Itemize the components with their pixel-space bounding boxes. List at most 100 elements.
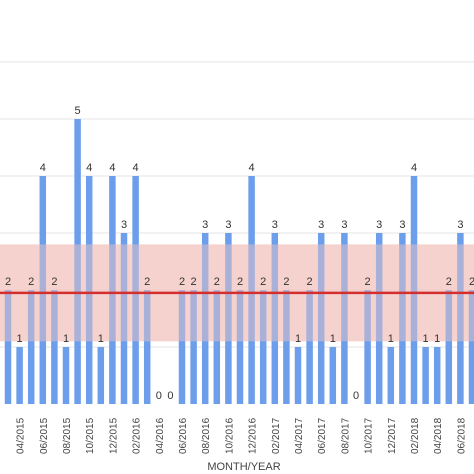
data-label-02-2017: 3 (272, 219, 278, 231)
bar-06-2015 (39, 176, 47, 404)
data-label-10-2017: 2 (365, 276, 371, 288)
bar-07-2018 (468, 290, 474, 404)
bar-07-2016 (190, 290, 197, 404)
tick-12-2017: 12/2017 (387, 417, 398, 454)
data-label-01-2016: 3 (121, 219, 127, 231)
data-label-03-2015: 2 (5, 276, 11, 288)
tick-02-2017: 02/2017 (271, 417, 282, 454)
tick-12-2015: 12/2015 (108, 417, 119, 454)
data-label-01-2018: 3 (399, 219, 405, 231)
bar-08-2015 (62, 347, 70, 404)
bar-05-2015 (27, 290, 35, 404)
data-label-08-2016: 3 (202, 219, 208, 231)
tick-04-2016: 04/2016 (155, 417, 166, 454)
bar-01-2018 (399, 233, 406, 404)
x-axis-title: MONTH/YEAR (207, 461, 280, 473)
mean-line (0, 244, 474, 342)
data-label-11-2016: 2 (237, 276, 243, 288)
bar-02-2018 (410, 176, 418, 404)
data-label-10-2015: 4 (86, 162, 92, 174)
bars (4, 119, 474, 404)
bar-08-2017 (341, 233, 348, 404)
bar-06-2016 (178, 290, 186, 404)
bar-02-2017 (271, 233, 279, 404)
x-tick-labels: 04/2015 06/2015 08/2015 10/2015 12/2015 02/20… (16, 417, 468, 454)
data-label-06-2017: 3 (318, 219, 324, 231)
tick-06-2015: 06/2015 (39, 417, 50, 454)
bar-11-2015 (97, 347, 105, 404)
bar-04-2017 (294, 347, 302, 404)
tick-02-2018: 02/2018 (410, 417, 421, 454)
data-label-07-2016: 2 (191, 276, 197, 288)
bar-03-2015 (4, 290, 12, 404)
bar-06-2017 (317, 233, 325, 404)
bar-11-2016 (236, 290, 244, 404)
data-label-05-2018: 2 (446, 276, 452, 288)
tick-08-2017: 08/2017 (340, 417, 351, 454)
bar-03-2017 (283, 290, 290, 404)
data-label-06-2015: 4 (40, 162, 46, 174)
tick-04-2018: 04/2018 (433, 417, 444, 454)
data-label-12-2016: 4 (249, 162, 255, 174)
bar-06-2018 (457, 233, 464, 404)
bar-05-2017 (306, 290, 313, 404)
tick-10-2016: 10/2016 (224, 417, 235, 454)
bar-01-2016 (120, 233, 128, 404)
bar-12-2017 (387, 347, 395, 404)
data-label-02-2016: 4 (133, 162, 139, 174)
tick-10-2017: 10/2017 (364, 417, 375, 454)
tick-06-2017: 06/2017 (317, 417, 328, 454)
bar-04-2018 (433, 347, 441, 404)
bar-03-2016 (143, 290, 151, 404)
data-label-05-2015: 2 (28, 276, 34, 288)
data-label-08-2017: 3 (341, 219, 347, 231)
data-label-09-2016: 2 (214, 276, 220, 288)
bar-07-2017 (329, 347, 337, 404)
bar-07-2015 (51, 290, 58, 404)
data-label-06-2016: 2 (179, 276, 185, 288)
data-label-04-2015: 1 (17, 333, 23, 345)
data-label-07-2015: 2 (51, 276, 57, 288)
tick-08-2016: 08/2016 (201, 417, 212, 454)
bar-11-2017 (375, 233, 383, 404)
tick-10-2015: 10/2015 (85, 417, 96, 454)
bar-03-2018 (422, 347, 429, 404)
data-label-05-2016: 0 (167, 390, 173, 402)
data-label-06-2018: 3 (457, 219, 463, 231)
data-label-12-2015: 4 (109, 162, 115, 174)
tick-04-2015: 04/2015 (16, 417, 27, 454)
data-label-04-2017: 1 (295, 333, 301, 345)
bar-01-2017 (259, 290, 267, 404)
bar-10-2015 (85, 176, 93, 404)
data-label-03-2017: 2 (283, 276, 289, 288)
bar-09-2015 (74, 119, 81, 404)
bar-04-2015 (16, 347, 23, 404)
tick-02-2016: 02/2016 (132, 417, 143, 454)
tick-08-2015: 08/2015 (62, 417, 73, 454)
bar-12-2015 (109, 176, 116, 404)
data-label-03-2016: 2 (144, 276, 150, 288)
data-label-04-2018: 1 (434, 333, 440, 345)
bar-02-2016 (132, 176, 139, 404)
data-label-01-2017: 2 (260, 276, 266, 288)
data-label-05-2017: 2 (307, 276, 313, 288)
tick-06-2018: 06/2018 (456, 417, 467, 454)
bar-10-2017 (364, 290, 371, 404)
data-label-09-2015: 5 (75, 105, 81, 117)
bar-12-2016 (248, 176, 255, 404)
data-label-11-2017: 3 (376, 219, 382, 231)
tick-06-2016: 06/2016 (178, 417, 189, 454)
data-label-07-2017: 1 (330, 333, 336, 345)
bar-05-2018 (445, 290, 453, 404)
data-label-12-2017: 1 (388, 333, 394, 345)
data-label-04-2016: 0 (156, 390, 162, 402)
bar-09-2016 (213, 290, 221, 404)
data-label-08-2015: 1 (63, 333, 69, 345)
data-label-10-2016: 3 (225, 219, 231, 231)
bar-08-2016 (201, 233, 209, 404)
data-label-03-2018: 1 (423, 333, 429, 345)
tick-04-2017: 04/2017 (294, 417, 305, 454)
data-label-11-2015: 1 (98, 333, 104, 345)
